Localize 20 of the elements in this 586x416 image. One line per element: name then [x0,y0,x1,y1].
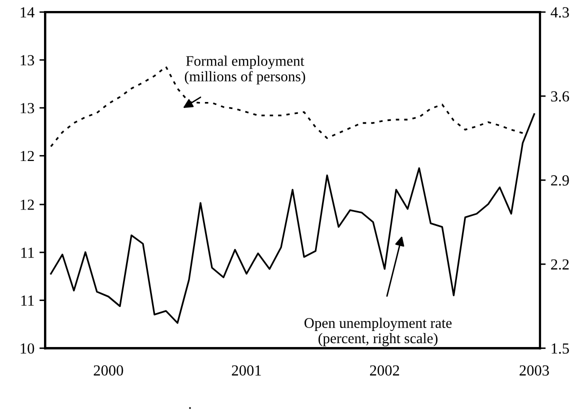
y-tick-label: 13 [20,55,34,66]
annotation: Formal employment (millions of persons) [184,56,306,84]
y-tick-label: 11 [21,248,34,258]
text: . [189,407,191,409]
annotation: Open unemployment rate (percent, right scale) [304,318,452,346]
y2-tick-label: 2.9 [551,175,569,186]
y-tick-label: 11 [21,296,34,306]
y-tick-label: 14 [20,7,34,18]
x-tick-label: 2003 [520,365,549,376]
y-tick-label: 10 [20,343,34,354]
y-tick-label: 13 [20,103,34,114]
y2-tick-label: 1.5 [552,343,569,354]
y-tick-label: 12 [20,200,34,210]
x-tick-label: 2000 [94,365,124,376]
x-tick-label: 2001 [232,365,261,376]
x-tick-label: 2002 [370,365,400,376]
y2-tick-label: 4.3 [550,7,569,18]
y2-tick-label: 3.6 [551,91,570,102]
y2-tick-label: 2.2 [551,259,569,270]
y-tick-label: 12 [20,150,34,162]
